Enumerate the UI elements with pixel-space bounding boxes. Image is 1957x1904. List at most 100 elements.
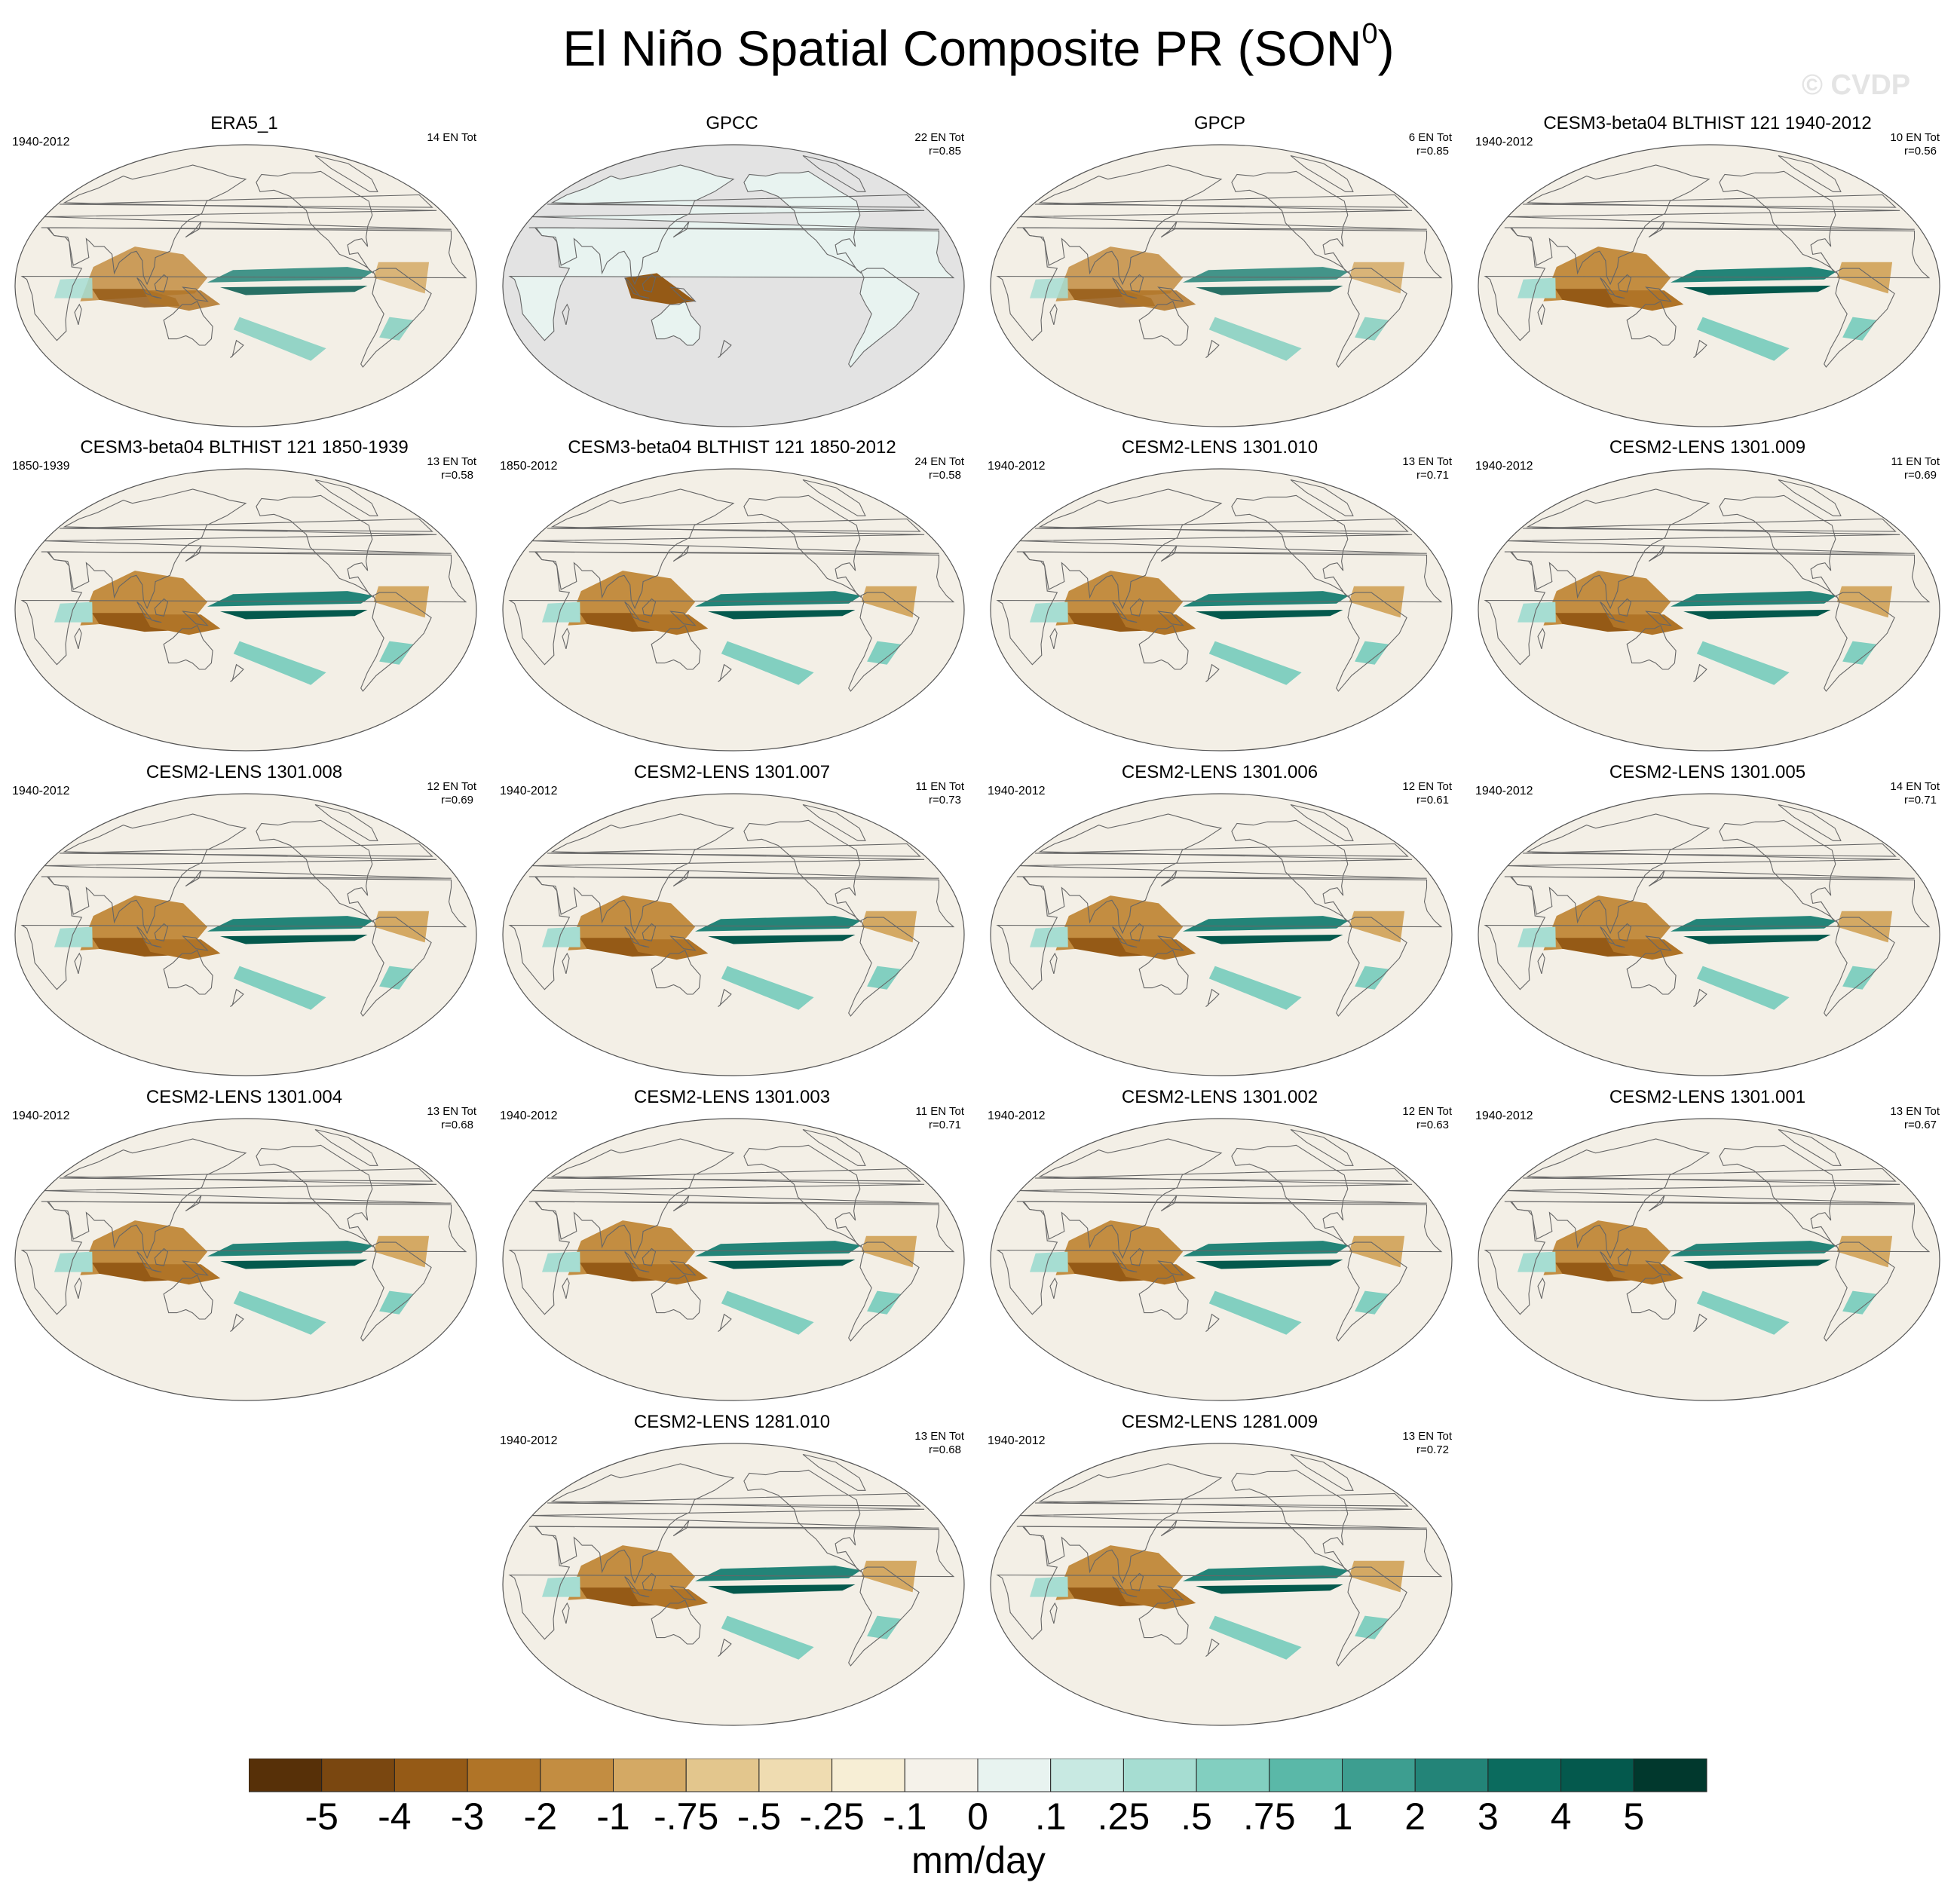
panel-event-count: 13 EN Tot <box>1402 1430 1452 1443</box>
coastline <box>996 551 1443 666</box>
coastline <box>154 274 169 292</box>
anomaly-region <box>1055 895 1184 950</box>
map-projection <box>1478 1118 1940 1401</box>
coastline <box>1034 518 1409 532</box>
coastline <box>1129 1572 1144 1591</box>
anomaly-region <box>207 1241 374 1257</box>
coastline <box>20 551 467 666</box>
coastline <box>642 274 657 292</box>
coastline <box>59 518 433 532</box>
anomaly-region <box>1543 1220 1671 1275</box>
coastline <box>1648 870 1665 887</box>
coastline <box>1160 545 1178 562</box>
coastline <box>639 944 650 948</box>
coastline <box>230 663 244 683</box>
panel-pattern-correlation: r=0.71 <box>1904 794 1937 807</box>
coastline <box>528 488 939 610</box>
panel-title: CESM2-LENS 1301.007 <box>633 762 831 782</box>
map-projection <box>14 144 477 427</box>
map-panel: CESM2-LENS 1301.001 1940-2012 13 EN Tot r=0… <box>1466 1087 1949 1404</box>
colorbar-swatch <box>977 1759 1052 1792</box>
title-text: El Niño Spatial Composite PR (SON <box>562 20 1362 76</box>
anomaly-region <box>80 895 208 950</box>
map-projection <box>502 793 965 1076</box>
coastline <box>1719 1144 1837 1247</box>
coastline <box>1719 494 1837 598</box>
colorbar-tick-label: 1 <box>1332 1795 1353 1838</box>
panel-years: 1940-2012 <box>12 136 70 148</box>
coastline <box>1112 602 1128 620</box>
coastline <box>1600 926 1616 945</box>
coastline <box>528 1138 939 1260</box>
anomaly-region <box>721 1290 814 1335</box>
colorbar-swatch <box>758 1759 833 1792</box>
coastline <box>743 1144 862 1247</box>
colorbar-swatch <box>1560 1759 1634 1792</box>
coastline <box>1504 813 1915 935</box>
coastline <box>230 988 244 1008</box>
colorbar-swatch <box>904 1759 978 1792</box>
colorbar-tick-label: -2 <box>524 1795 557 1838</box>
coastline <box>314 155 378 192</box>
anomaly-region <box>80 1220 208 1275</box>
panel-title: CESM3-beta04 BLTHIST 121 1850-1939 <box>80 437 409 458</box>
coastline <box>1336 1566 1407 1667</box>
coastline <box>528 164 939 286</box>
anomaly-region <box>1543 571 1671 626</box>
coastline <box>848 592 920 692</box>
panel-years: 1940-2012 <box>12 785 70 797</box>
panel-event-count: 13 EN Tot <box>1402 455 1452 468</box>
coastline <box>1034 1168 1409 1182</box>
coastline <box>1129 274 1144 292</box>
anomaly-region <box>1842 317 1877 341</box>
panel-years: 1940-2012 <box>1475 785 1533 797</box>
map-field <box>991 1119 1452 1400</box>
coastline <box>1016 164 1427 286</box>
map-projection <box>502 1118 965 1401</box>
coastline <box>1231 1144 1349 1247</box>
coastline <box>1617 923 1632 941</box>
coastline <box>1034 843 1409 857</box>
map-panel: CESM2-LENS 1301.007 1940-2012 11 EN Tot r=0… <box>491 762 973 1079</box>
colorbar-swatch <box>394 1759 468 1792</box>
coastline <box>1336 268 1407 368</box>
coastline <box>672 221 690 238</box>
anomaly-region <box>1842 1290 1877 1315</box>
panel-title: CESM3-beta04 BLTHIST 121 1940-2012 <box>1543 113 1872 133</box>
coastline <box>1824 917 1895 1017</box>
anomaly-region <box>1030 1251 1068 1272</box>
coastline <box>1537 952 1545 975</box>
coastline <box>1205 1638 1220 1658</box>
coastline <box>1778 804 1842 841</box>
colorbar-swatch <box>1269 1759 1343 1792</box>
coastline <box>1049 627 1058 650</box>
anomaly-region <box>1183 916 1349 932</box>
land-field <box>510 228 954 341</box>
map-panel: CESM2-LENS 1281.010 1940-2012 13 EN Tot r=0… <box>491 1412 973 1728</box>
coastline <box>1160 1195 1178 1212</box>
map-field <box>991 794 1452 1076</box>
coastline <box>624 926 640 945</box>
colorbar-swatch <box>1122 1759 1197 1792</box>
coastline <box>1693 339 1707 359</box>
anomaly-region <box>233 641 326 685</box>
coastline <box>1617 274 1632 292</box>
anomaly-region <box>233 966 326 1010</box>
map-projection <box>502 1443 965 1726</box>
coastline <box>1016 1138 1427 1260</box>
coastline <box>1231 1469 1349 1572</box>
map-outline <box>502 1118 965 1401</box>
watermark: © CVDP <box>1802 69 1911 101</box>
coastline <box>59 194 433 208</box>
coastline <box>1126 1269 1138 1273</box>
coastline <box>59 843 433 857</box>
coastline <box>1648 1195 1665 1212</box>
panel-pattern-correlation: r=0.61 <box>1416 794 1449 807</box>
coastline <box>802 1453 866 1491</box>
coastline <box>996 227 1443 341</box>
anomaly-region <box>1055 1220 1184 1275</box>
coastline <box>1157 935 1184 951</box>
anomaly-region <box>54 277 93 298</box>
colorbar-swatch <box>1487 1759 1562 1792</box>
coastline <box>1626 950 1677 995</box>
